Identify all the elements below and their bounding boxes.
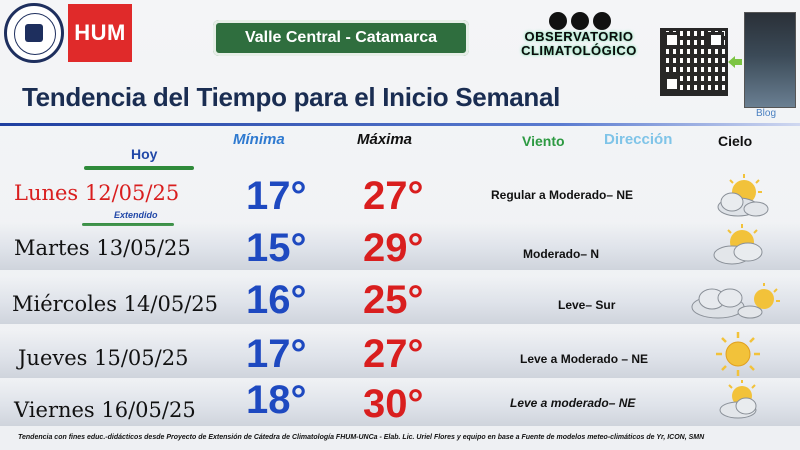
max-temp: 29° xyxy=(363,226,424,270)
day-label: Jueves 15/05/25 xyxy=(18,346,189,370)
sun-icon xyxy=(716,332,760,376)
sun-behind-cloud-icon xyxy=(717,174,769,217)
sun-behind-cloud-icon xyxy=(713,224,763,265)
column-header-max: Máxima xyxy=(357,131,413,148)
wind-text: Moderado– N xyxy=(523,247,600,261)
blog-label[interactable]: Blog xyxy=(756,108,777,119)
min-temp: 16° xyxy=(246,278,307,322)
title-underline xyxy=(0,123,800,126)
today-underline xyxy=(84,166,194,170)
location-badge: Valle Central - Catamarca xyxy=(213,20,469,56)
blog-thumbnail[interactable] xyxy=(744,12,796,108)
forecast-row: Lunes 12/05/25 17° 27° Regular a Moderad… xyxy=(0,172,800,220)
observatory-icon-1 xyxy=(549,12,567,30)
min-temp: 18° xyxy=(246,378,307,422)
column-header-wind: Viento xyxy=(522,133,565,149)
column-header-direction: Dirección xyxy=(604,131,673,148)
max-temp: 25° xyxy=(363,278,424,322)
forecast-row: Viernes 16/05/25 18° 30° Leve a moderado… xyxy=(0,378,800,426)
day-label: Martes 13/05/25 xyxy=(14,236,191,260)
day-label: Lunes 12/05/25 xyxy=(14,181,180,205)
wind-text: Leve a moderado– NE xyxy=(510,396,636,410)
forecast-row: Martes 13/05/25 15° 29° Moderado– N xyxy=(0,222,800,270)
today-label: Hoy xyxy=(131,146,158,162)
extended-label: Extendido xyxy=(114,210,158,220)
day-label: Miércoles 14/05/25 xyxy=(12,292,219,316)
observatory-logo-icons xyxy=(544,12,616,30)
observatory-title: OBSERVATORIO CLIMATOLÓGICO xyxy=(512,30,646,58)
clouds-with-sun-icon xyxy=(691,283,780,319)
arrow-left-icon xyxy=(728,56,742,68)
max-temp: 27° xyxy=(363,174,424,218)
observatory-icon-3 xyxy=(593,12,611,30)
hum-logo: HUM xyxy=(68,4,132,62)
min-temp: 17° xyxy=(246,174,307,218)
min-temp: 17° xyxy=(246,332,307,376)
university-seal-logo xyxy=(4,3,64,63)
footer-credits: Tendencia con fines educ.-didácticos des… xyxy=(18,434,705,441)
max-temp: 30° xyxy=(363,382,424,426)
max-temp: 27° xyxy=(363,332,424,376)
forecast-row: Miércoles 14/05/25 16° 25° Leve– Sur xyxy=(0,276,800,324)
page-title: Tendencia del Tiempo para el Inicio Sema… xyxy=(22,82,561,112)
qr-code[interactable] xyxy=(660,28,728,96)
forecast-row: Jueves 15/05/25 17° 27° Leve a Moderado … xyxy=(0,330,800,378)
column-header-min: Mínima xyxy=(233,131,285,148)
column-header-sky: Cielo xyxy=(718,133,753,149)
sun-behind-cloud-icon xyxy=(719,380,757,419)
min-temp: 15° xyxy=(246,226,307,270)
wind-text: Regular a Moderado– NE xyxy=(491,188,634,202)
day-label: Viernes 16/05/25 xyxy=(14,398,196,422)
observatory-icon-2 xyxy=(571,12,589,30)
observatory-title-text: OBSERVATORIO CLIMATOLÓGICO xyxy=(521,29,637,58)
wind-text: Leve a Moderado – NE xyxy=(520,352,649,366)
wind-text: Leve– Sur xyxy=(558,298,616,312)
